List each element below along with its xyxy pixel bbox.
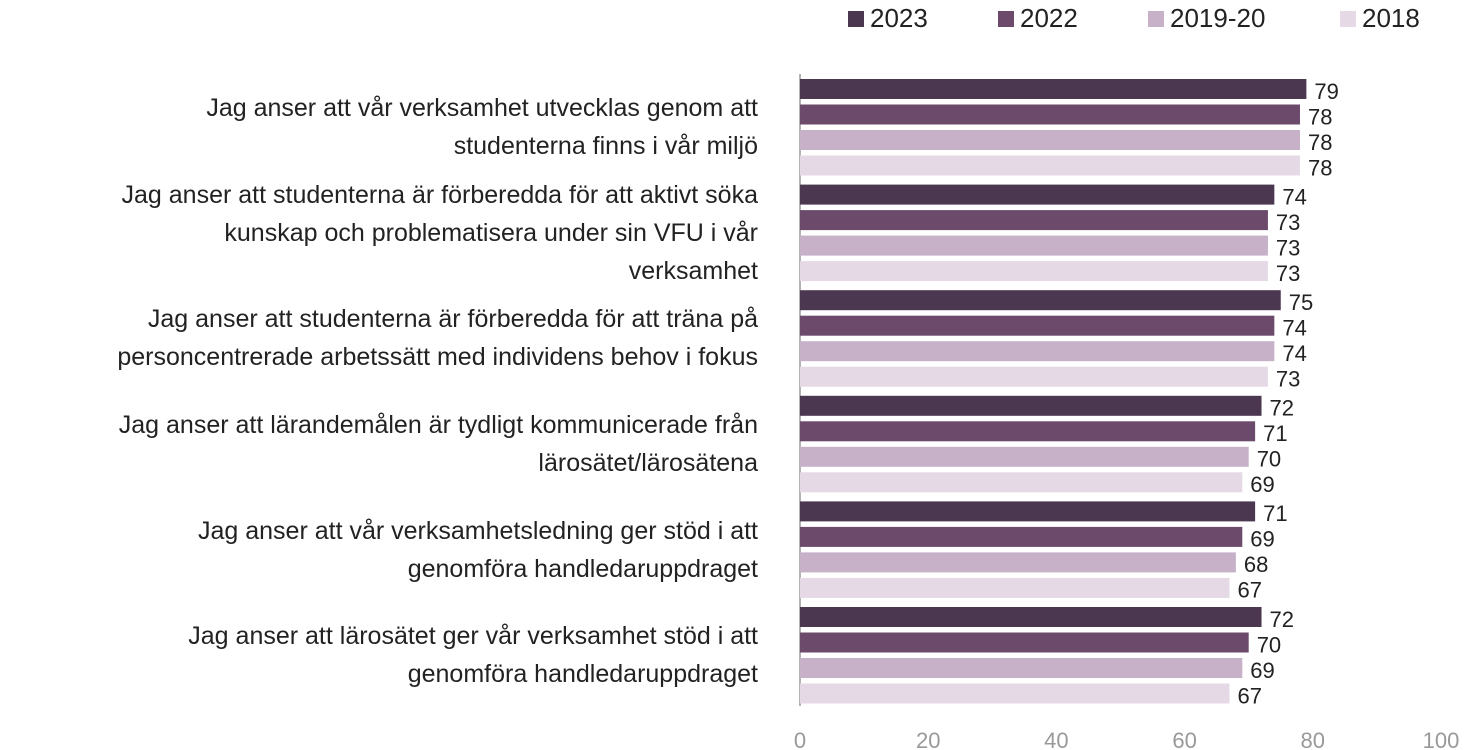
value-label: 75: [1289, 290, 1313, 315]
value-label: 78: [1308, 155, 1332, 180]
x-tick-label: 40: [1044, 728, 1068, 750]
bar: [800, 395, 1262, 416]
category-label: Jag anser att studenterna är förberedda …: [121, 180, 758, 285]
legend-label: 2018: [1362, 3, 1420, 33]
bar: [800, 683, 1230, 704]
value-label: 69: [1250, 658, 1274, 683]
bar: [800, 366, 1268, 387]
bar: [800, 104, 1300, 125]
bar: [800, 130, 1300, 150]
bar: [800, 446, 1249, 467]
x-tick-label: 80: [1301, 728, 1325, 750]
category-label: Jag anser att vår verksamhetsledning ger…: [197, 516, 758, 583]
value-label: 73: [1276, 261, 1300, 286]
bar: [800, 315, 1275, 336]
legend-swatch: [998, 11, 1014, 27]
value-label: 79: [1314, 79, 1338, 104]
value-label: 69: [1250, 472, 1274, 497]
legend-label: 2023: [870, 3, 928, 33]
value-label: 72: [1270, 607, 1294, 632]
value-label: 67: [1237, 683, 1261, 708]
legend-swatch: [848, 11, 864, 27]
category-label: Jag anser att studenterna är förberedda …: [117, 305, 758, 372]
bar: [800, 184, 1275, 205]
bar: [800, 341, 1275, 362]
value-label: 73: [1276, 367, 1300, 392]
value-label: 73: [1276, 210, 1300, 235]
bar: [800, 552, 1236, 573]
bar: [800, 261, 1268, 282]
bar: [800, 210, 1268, 231]
value-label: 78: [1308, 130, 1332, 155]
legend-label: 2019-20: [1170, 3, 1265, 33]
value-label: 71: [1263, 501, 1287, 526]
x-tick-label: 60: [1172, 728, 1196, 750]
x-tick-label: 100: [1423, 728, 1460, 750]
category-label: Jag anser att lärandemålen är tydligt ko…: [118, 411, 758, 478]
value-label: 69: [1250, 527, 1274, 552]
value-label: 70: [1257, 447, 1281, 472]
legend-swatch: [1148, 11, 1164, 27]
category-label: Jag anser att lärosätet ger vår verksamh…: [188, 622, 758, 689]
bar: [800, 235, 1268, 256]
legend-swatch: [1340, 11, 1356, 27]
legend-label: 2022: [1020, 3, 1078, 33]
x-tick-label: 20: [916, 728, 940, 750]
value-label: 78: [1308, 104, 1332, 129]
x-tick-label: 0: [794, 728, 806, 750]
category-label: Jag anser att vår verksamhet utvecklas g…: [206, 94, 758, 161]
bar: [800, 290, 1281, 311]
value-label: 68: [1244, 552, 1268, 577]
value-label: 74: [1282, 184, 1306, 209]
bar: [800, 472, 1243, 493]
bar: [800, 501, 1256, 522]
bar: [800, 632, 1249, 653]
value-label: 70: [1257, 632, 1281, 657]
value-label: 74: [1282, 341, 1306, 366]
bar: [800, 526, 1243, 547]
bar: [800, 658, 1243, 678]
value-label: 73: [1276, 235, 1300, 260]
value-label: 71: [1263, 421, 1287, 446]
bar: [800, 607, 1262, 627]
bar: [800, 421, 1256, 442]
bar: [800, 577, 1230, 598]
bar: [800, 79, 1307, 99]
value-label: 74: [1282, 316, 1306, 341]
value-label: 67: [1237, 578, 1261, 603]
bar: [800, 155, 1300, 176]
value-label: 72: [1270, 396, 1294, 421]
